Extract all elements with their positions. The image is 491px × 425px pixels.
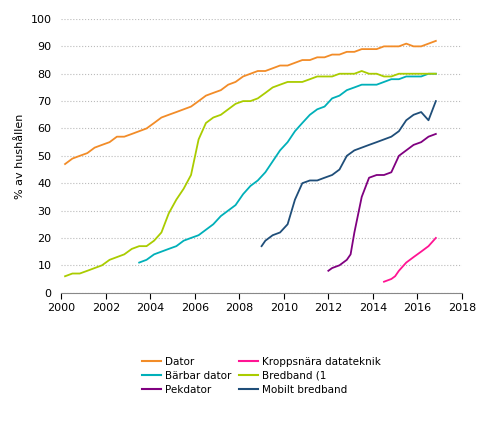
Legend: Dator, Bärbar dator, Pekdator, Kroppsnära datateknik, Bredband (1, Mobilt bredba: Dator, Bärbar dator, Pekdator, Kroppsnär… [137, 353, 385, 399]
Y-axis label: % av hushållen: % av hushållen [15, 113, 25, 198]
